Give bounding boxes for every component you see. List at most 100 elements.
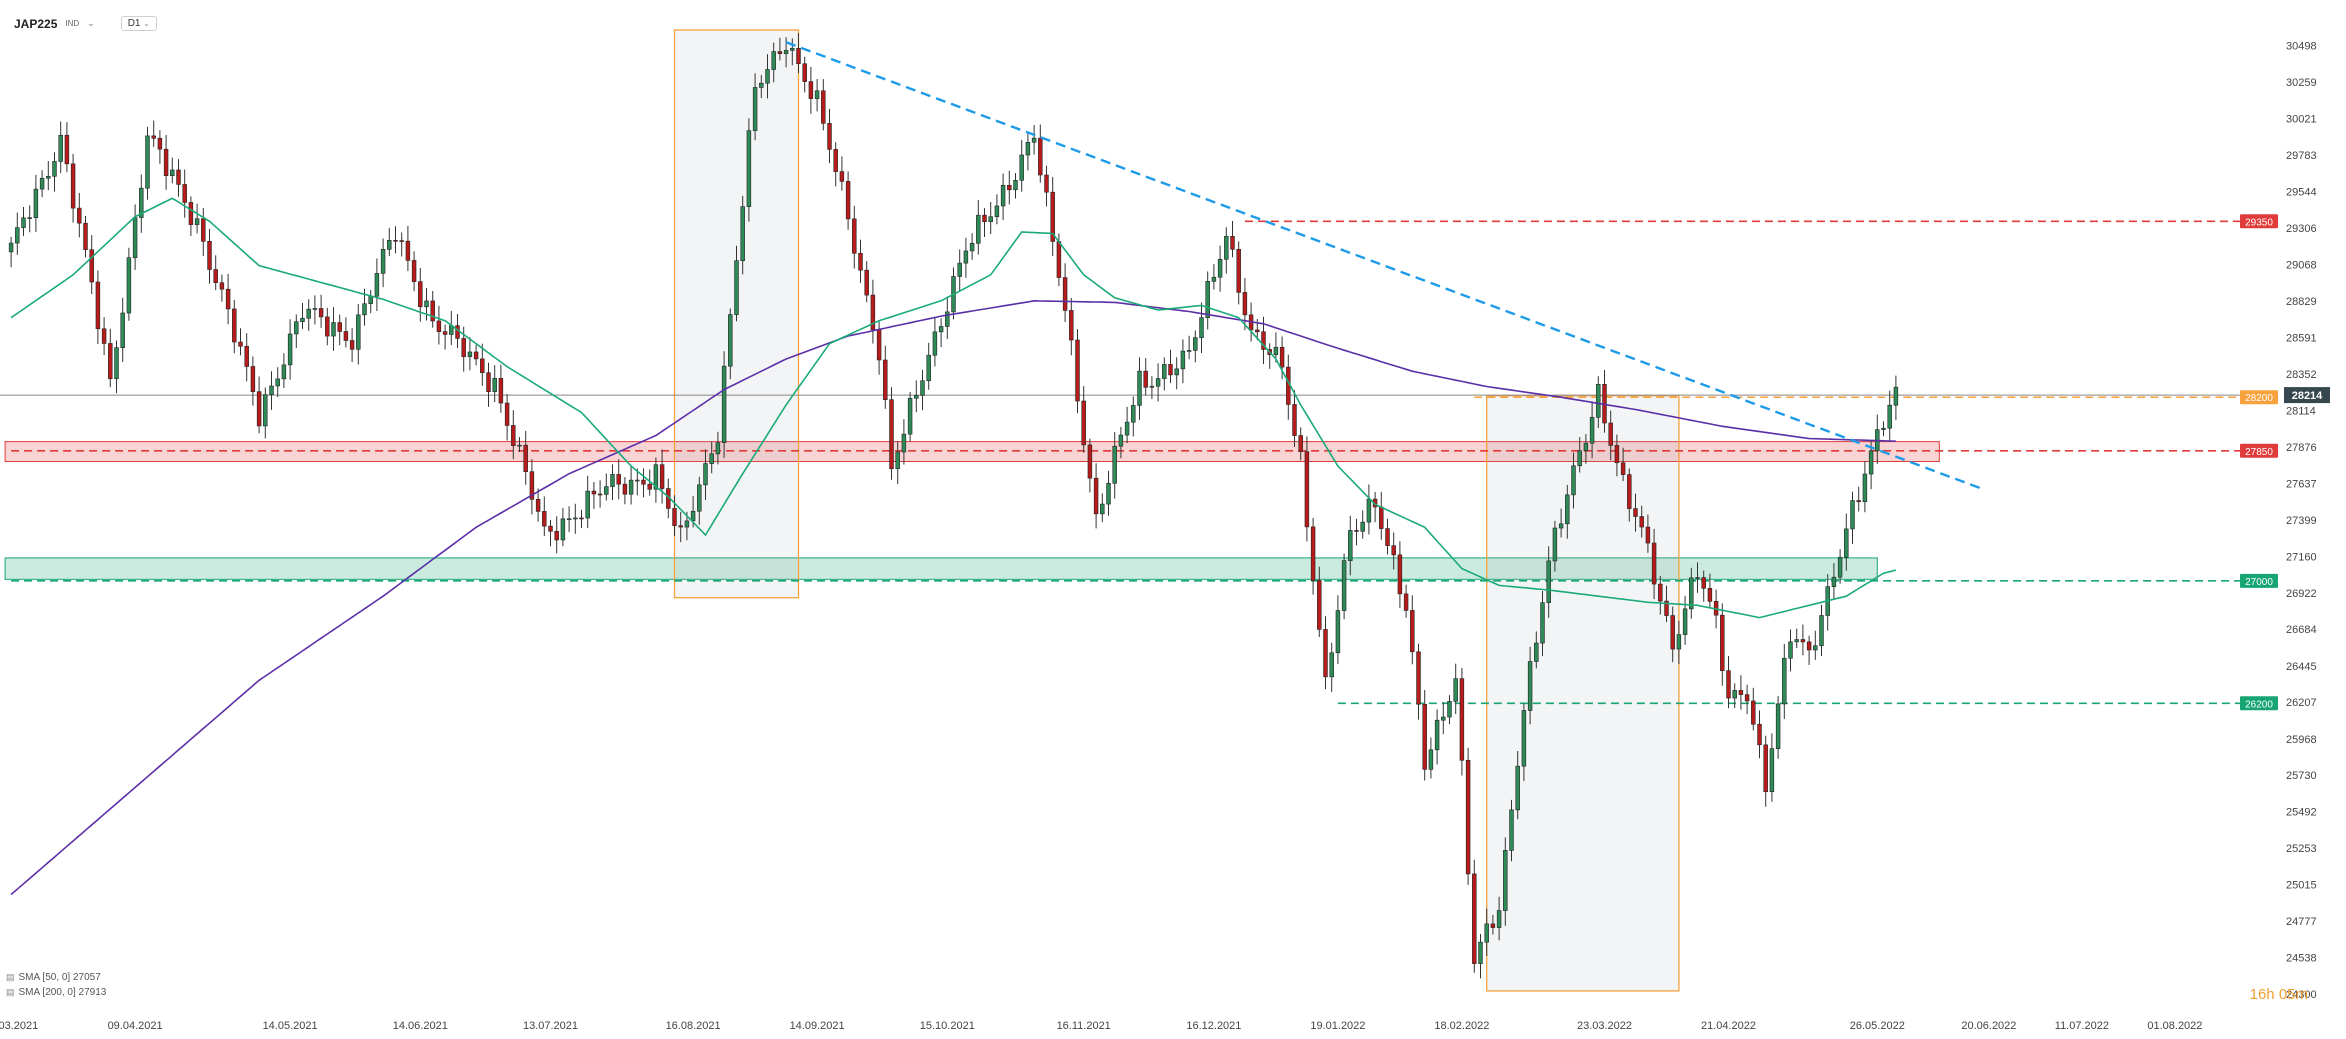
candle-body — [1075, 339, 1080, 402]
candle-body — [511, 425, 516, 446]
candle-body — [1676, 634, 1682, 650]
candle-body — [238, 341, 243, 347]
candle-body — [1682, 608, 1688, 635]
candle-body — [1720, 614, 1725, 671]
candle-body — [52, 161, 57, 177]
candle-body — [1341, 560, 1347, 611]
candle-body — [765, 69, 770, 84]
candle-body — [796, 48, 801, 65]
candle-body — [597, 493, 603, 496]
candle-body — [1670, 615, 1675, 650]
candle-body — [1100, 503, 1105, 515]
candle-body — [579, 517, 584, 520]
candle-body — [1168, 364, 1173, 376]
price-badge-label: 29350 — [2245, 217, 2273, 228]
candle-body — [1137, 370, 1142, 406]
candle-body — [1751, 700, 1756, 725]
candle-body — [157, 137, 163, 150]
candle-body — [1490, 923, 1496, 928]
candle-body — [1689, 577, 1694, 610]
indicator-icon: ▤ — [6, 987, 15, 997]
candle-body — [101, 328, 107, 344]
legend-sma50-label: SMA [50, 0] 27057 — [18, 972, 101, 983]
candle-body — [895, 451, 900, 470]
candle-body — [1112, 445, 1117, 484]
candle-body — [777, 51, 783, 54]
y-tick-label: 26922 — [2286, 588, 2317, 600]
y-tick-label: 24300 — [2286, 989, 2317, 1001]
candle-body — [858, 252, 863, 271]
candle-body — [641, 479, 646, 485]
candle-body — [256, 391, 262, 427]
x-tick-label: 18.02.2022 — [1434, 1020, 1489, 1032]
price-badge-label: 26200 — [2245, 699, 2273, 710]
candle-body — [1775, 703, 1781, 749]
candle-body — [362, 303, 367, 316]
candle-body — [1230, 236, 1235, 250]
candle-body — [442, 331, 448, 335]
candle-body — [1087, 444, 1093, 479]
candle-body — [938, 326, 944, 333]
candle-body — [411, 260, 417, 282]
y-tick-label: 25968 — [2286, 734, 2317, 746]
candle-body — [1763, 744, 1768, 793]
x-tick-label: 26.05.2022 — [1850, 1020, 1905, 1032]
candle-body — [1242, 292, 1248, 316]
candle-body — [1447, 701, 1452, 718]
candle-body — [1131, 405, 1136, 423]
candle-body — [914, 395, 919, 399]
legend-sma200-label: SMA [200, 0] 27913 — [18, 987, 107, 998]
candle-body — [58, 134, 63, 162]
y-tick-label: 26684 — [2286, 624, 2317, 636]
candle-body — [188, 202, 194, 225]
candle-body — [573, 517, 578, 520]
legend-sma50[interactable]: ▤ SMA [50, 0] 27057 — [6, 970, 106, 985]
candle-body — [275, 378, 280, 387]
candle-body — [684, 520, 690, 528]
candle-body — [523, 444, 528, 472]
y-tick-label: 29783 — [2286, 150, 2317, 162]
candle-body — [356, 314, 361, 350]
y-tick-label: 26207 — [2286, 697, 2317, 709]
candle-body — [504, 402, 510, 426]
candle-body — [139, 187, 144, 218]
candle-body — [1062, 277, 1068, 311]
candle-body — [1850, 500, 1855, 530]
candle-body — [1434, 719, 1440, 751]
candle-body — [126, 257, 132, 314]
candle-body — [1379, 506, 1384, 529]
candle-body — [1620, 462, 1626, 475]
candle-body — [89, 249, 94, 283]
candle-body — [1664, 600, 1669, 616]
candle-body — [287, 333, 293, 366]
timeframe-select[interactable]: D1 ⌄ — [120, 16, 157, 31]
candle-body — [1509, 809, 1514, 851]
candle-body — [1236, 248, 1241, 293]
candle-body — [1056, 241, 1062, 278]
candle-body — [1769, 748, 1775, 793]
candle-body — [864, 269, 869, 296]
y-tick-label: 25730 — [2286, 770, 2317, 782]
candle-body — [957, 262, 962, 277]
candle-body — [1527, 661, 1533, 711]
price-badge-3 — [2240, 696, 2278, 711]
x-tick-label: 19.01.2022 — [1310, 1020, 1365, 1032]
sma50-line — [10, 197, 1897, 619]
candle-body — [1887, 404, 1892, 429]
x-tick-label: 15.10.2021 — [920, 1020, 975, 1032]
candle-body — [1224, 236, 1229, 260]
chevron-down-icon[interactable]: ⌄ — [87, 18, 95, 28]
timeframe-value: D1 — [127, 18, 141, 29]
candle-body — [1093, 477, 1099, 515]
candle-body — [1893, 386, 1899, 406]
price-badge-label: 27850 — [2245, 447, 2273, 458]
candle-body — [1614, 445, 1620, 464]
candle-body — [1806, 641, 1812, 651]
legend-sma200[interactable]: ▤ SMA [200, 0] 27913 — [6, 985, 106, 1000]
candle-body — [1397, 554, 1403, 595]
symbol-name[interactable]: JAP225 — [14, 16, 58, 31]
candle-body — [1174, 368, 1179, 376]
candle-body — [610, 474, 615, 487]
candle-body — [1403, 593, 1409, 611]
